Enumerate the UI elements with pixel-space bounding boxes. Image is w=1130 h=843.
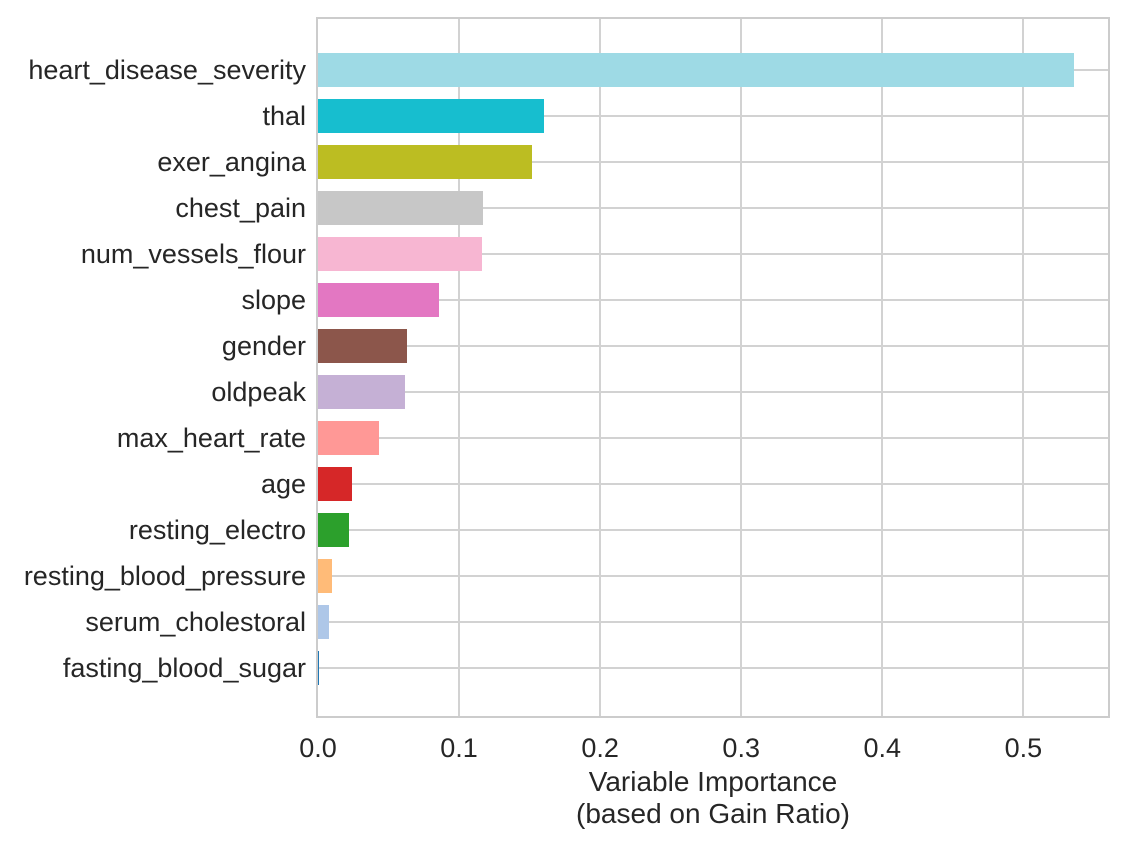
y-axis-label-fasting_blood_sugar: fasting_blood_sugar <box>62 652 306 683</box>
horizontal-gridline <box>318 620 1108 623</box>
horizontal-gridline <box>318 160 1108 163</box>
x-axis-title-line1: Variable Importance <box>588 766 838 797</box>
bar-slope <box>318 282 440 317</box>
horizontal-gridline <box>318 528 1108 531</box>
x-axis-tick-label-0.0: 0.0 <box>299 733 337 763</box>
bar-chest_pain <box>318 190 484 225</box>
y-axis-label-oldpeak: oldpeak <box>211 376 306 407</box>
bar-exer_angina <box>318 144 533 179</box>
vertical-gridline <box>740 19 743 716</box>
x-axis-tick-label-0.3: 0.3 <box>722 733 760 763</box>
vertical-gridline <box>1022 19 1025 716</box>
y-axis-label-slope: slope <box>241 284 306 315</box>
bar-resting_blood_pressure <box>318 558 333 593</box>
bar-resting_electro <box>318 512 350 547</box>
y-axis-label-gender: gender <box>221 330 306 361</box>
y-axis-label-max_heart_rate: max_heart_rate <box>116 422 306 453</box>
x-axis-tick-label-0.2: 0.2 <box>581 733 619 763</box>
horizontal-gridline <box>318 298 1108 301</box>
vertical-gridline <box>599 19 602 716</box>
horizontal-gridline <box>318 482 1108 485</box>
horizontal-gridline <box>318 666 1108 669</box>
y-axis-label-exer_angina: exer_angina <box>157 146 306 177</box>
bar-num_vessels_flour <box>318 236 482 271</box>
vertical-gridline <box>458 19 461 716</box>
bar-gender <box>318 328 407 363</box>
y-axis-label-heart_disease_severity: heart_disease_severity <box>28 54 306 85</box>
y-axis-label-chest_pain: chest_pain <box>175 192 306 223</box>
y-axis-label-serum_cholestoral: serum_cholestoral <box>85 606 306 637</box>
bar-fasting_blood_sugar <box>318 650 320 685</box>
x-axis-tick-label-0.1: 0.1 <box>440 733 478 763</box>
bar-max_heart_rate <box>318 420 379 455</box>
horizontal-gridline <box>318 390 1108 393</box>
bar-serum_cholestoral <box>318 604 330 639</box>
y-axis-label-resting_blood_pressure: resting_blood_pressure <box>23 560 306 591</box>
vertical-gridline <box>881 19 884 716</box>
horizontal-gridline <box>318 252 1108 255</box>
y-axis-label-num_vessels_flour: num_vessels_flour <box>80 238 306 269</box>
bar-heart_disease_severity <box>318 52 1075 87</box>
bar-oldpeak <box>318 374 406 409</box>
y-axis-label-age: age <box>260 468 306 499</box>
bar-thal <box>318 98 544 133</box>
horizontal-gridline <box>318 436 1108 439</box>
horizontal-gridline <box>318 206 1108 209</box>
horizontal-gridline <box>318 574 1108 577</box>
x-axis-tick-label-0.5: 0.5 <box>1004 733 1043 763</box>
y-axis-label-thal: thal <box>262 100 306 131</box>
horizontal-gridline <box>318 114 1108 117</box>
x-axis-title: Variable Importance (based on Gain Ratio… <box>316 766 1110 830</box>
plot-area <box>316 17 1110 718</box>
bar-age <box>318 466 352 501</box>
y-axis-label-resting_electro: resting_electro <box>128 514 306 545</box>
x-axis-title-line2: (based on Gain Ratio) <box>576 798 850 829</box>
horizontal-gridline <box>318 344 1108 347</box>
x-axis-tick-label-0.4: 0.4 <box>863 733 902 763</box>
